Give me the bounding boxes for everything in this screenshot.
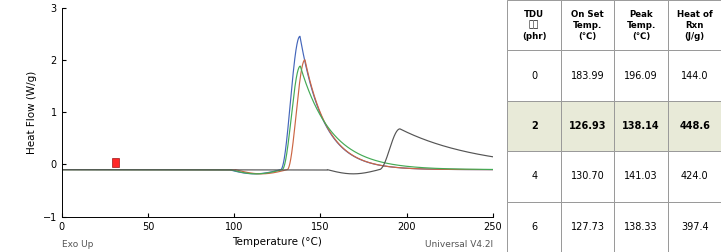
Text: Peak
Temp.
(℃): Peak Temp. (℃) [626,10,656,41]
Text: Heat of
Rxn
(J/g): Heat of Rxn (J/g) [676,10,713,41]
Bar [561,101,614,151]
Text: 141.03: 141.03 [624,171,658,181]
Text: 0: 0 [531,71,537,81]
Text: 130.70: 130.70 [571,171,605,181]
X-axis label: Temperature (°C): Temperature (°C) [233,237,322,247]
Bar [614,151,668,202]
Bar [668,50,721,101]
Bar [507,0,561,50]
Text: 4: 4 [531,171,537,181]
Text: 448.6: 448.6 [679,121,710,131]
Bar [614,50,668,101]
Y-axis label: Heat Flow (W/g): Heat Flow (W/g) [27,71,37,154]
Bar [507,151,561,202]
Text: 6: 6 [531,222,537,232]
Text: TDU
함량
(phr): TDU 함량 (phr) [522,10,547,41]
Text: 138.33: 138.33 [624,222,658,232]
Bar [561,50,614,101]
Text: 138.14: 138.14 [622,121,660,131]
Bar [561,0,614,50]
Text: 397.4: 397.4 [681,222,708,232]
Text: 424.0: 424.0 [681,171,708,181]
Text: On Set
Temp.
(℃): On Set Temp. (℃) [571,10,604,41]
Bar [668,101,721,151]
Bar [614,0,668,50]
Bar [507,202,561,252]
Bar [614,202,668,252]
Text: 2: 2 [531,121,538,131]
Bar [614,101,668,151]
Bar [561,151,614,202]
Text: 196.09: 196.09 [624,71,658,81]
Bar [561,202,614,252]
Bar [507,101,561,151]
Bar [507,50,561,101]
Text: 183.99: 183.99 [571,71,605,81]
Bar [668,202,721,252]
Text: 127.73: 127.73 [571,222,605,232]
Bar [668,0,721,50]
Bar [112,158,119,167]
Text: Exo Up: Exo Up [62,240,93,249]
Bar [668,151,721,202]
Text: 126.93: 126.93 [569,121,606,131]
Text: 144.0: 144.0 [681,71,708,81]
Text: Universal V4.2I: Universal V4.2I [425,240,493,249]
